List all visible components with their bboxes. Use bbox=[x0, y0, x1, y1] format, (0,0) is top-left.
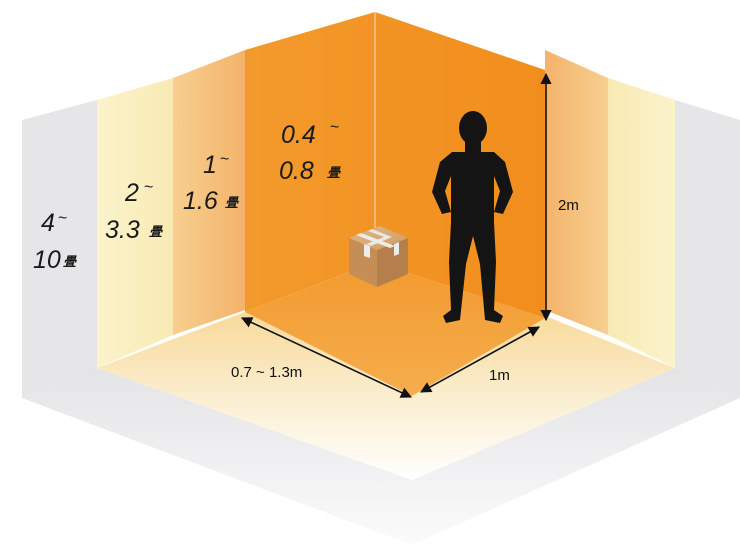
tier-sm-unit: 畳 bbox=[327, 165, 341, 180]
tier-md-to: 1.6 bbox=[183, 187, 218, 215]
height-label: 2m bbox=[558, 197, 579, 214]
width-arrow bbox=[240, 317, 413, 398]
tier-xl-left-wall bbox=[22, 100, 97, 398]
tier-lg-to: 3.3 bbox=[105, 216, 140, 244]
tier-lg-unit: 畳 bbox=[149, 224, 163, 239]
cardboard-box-icon bbox=[349, 226, 408, 287]
tier-sm-label: 0.4 ~ 0.8 畳 bbox=[279, 119, 341, 185]
tier-lg-right-wall bbox=[608, 78, 675, 368]
tier-xl-right-wall bbox=[675, 100, 740, 398]
tier-lg-label: 2 ~ 3.3 畳 bbox=[105, 179, 163, 244]
tier-lg-tilde: ~ bbox=[144, 179, 153, 196]
depth-label: 1m bbox=[489, 367, 510, 384]
depth-arrow bbox=[420, 326, 540, 393]
tier-xl-tilde: ~ bbox=[58, 210, 67, 227]
width-label: 0.7 ~ 1.3m bbox=[231, 364, 302, 381]
tier-xl-unit: 畳 bbox=[63, 254, 77, 269]
tier-md-region bbox=[173, 50, 608, 335]
tier-md-tilde: ~ bbox=[220, 151, 229, 168]
tier-xl-label: 4 ~ 10 畳 bbox=[33, 209, 77, 274]
tier-xl-region bbox=[22, 100, 740, 545]
tier-md-from: 1 bbox=[203, 151, 217, 179]
tier-xl-from: 4 bbox=[41, 209, 55, 237]
tier-sm-from: 0.4 bbox=[281, 121, 316, 149]
tier-lg-from: 2 bbox=[124, 179, 139, 207]
tier-sm-to: 0.8 bbox=[279, 157, 314, 185]
tier-sm-tilde: ~ bbox=[330, 119, 339, 136]
tier-md-right-wall bbox=[545, 50, 608, 335]
tier-lg-region bbox=[97, 78, 675, 368]
tier-xl-to: 10 bbox=[33, 246, 61, 274]
person-silhouette-icon bbox=[432, 111, 513, 323]
tier-md-label: 1 ~ 1.6 畳 bbox=[183, 151, 239, 215]
tier-md-unit: 畳 bbox=[225, 195, 239, 210]
tier-md-left-wall bbox=[173, 50, 245, 335]
tier-lg-left-wall bbox=[97, 78, 173, 368]
tier-xl-floor bbox=[22, 368, 740, 545]
